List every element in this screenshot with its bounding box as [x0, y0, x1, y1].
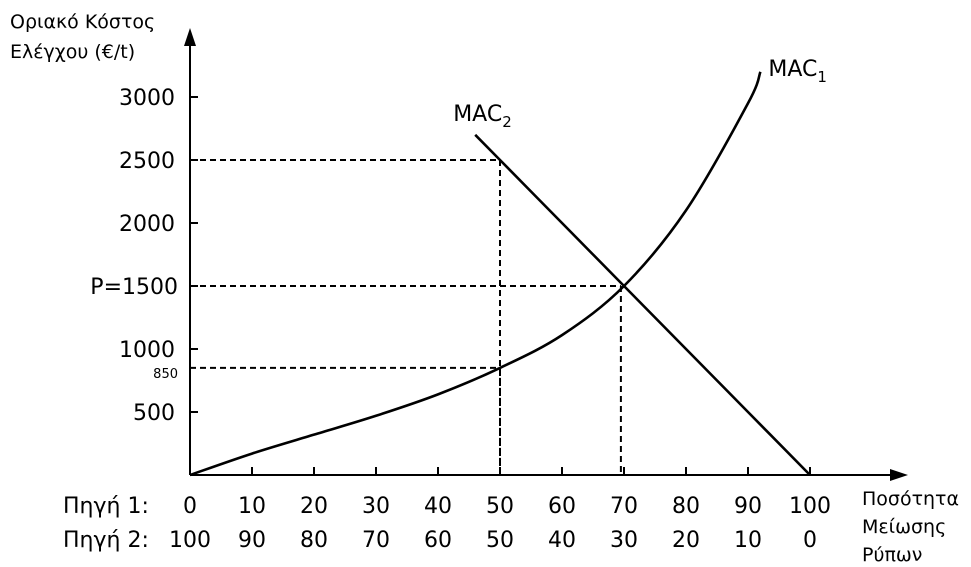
y-axis-label-line-2: Ελέγχου (€/t) — [10, 41, 135, 63]
source-1-row-label: Πηγή 1: — [63, 494, 149, 519]
y-axis-label-line-1: Οριακό Κόστος — [10, 11, 155, 33]
curve-mac-2 — [474, 133, 811, 476]
x-tick-label-source-2: 30 — [610, 528, 638, 553]
x-tick-label-source-1: 40 — [424, 494, 452, 519]
source-2-row-label: Πηγή 2: — [63, 528, 149, 553]
x-tick-label-source-1: 50 — [486, 494, 514, 519]
y-tick-label: 2000 — [119, 212, 175, 237]
curve-label-mac-2: MAC2 — [453, 102, 512, 131]
curve-mac-1 — [189, 71, 762, 477]
x-tick-label-source-2: 20 — [672, 528, 700, 553]
x-tick-label-source-2: 10 — [734, 528, 762, 553]
curve-label-subscript: 1 — [817, 68, 827, 86]
x-tick-label-source-1: 0 — [183, 494, 197, 519]
x-tick-label-source-2: 70 — [362, 528, 390, 553]
curve-label-name: MAC — [768, 57, 817, 82]
y-tick-label: 1000 — [119, 338, 175, 363]
x-tick-label-source-1: 100 — [789, 494, 831, 519]
x-tick-label-source-2: 90 — [238, 528, 266, 553]
x-tick-label-source-1: 10 — [238, 494, 266, 519]
x-tick-label-source-2: 40 — [548, 528, 576, 553]
x-tick-label-source-1: 90 — [734, 494, 762, 519]
x-axis-label-line-1: Ποσότητα — [862, 488, 959, 510]
x-tick-label-source-1: 20 — [300, 494, 328, 519]
y-tick-label: 500 — [133, 401, 175, 426]
x-tick-label-source-1: 60 — [548, 494, 576, 519]
curve-label-mac-1: MAC1 — [768, 57, 827, 86]
x-tick-label-source-2: 50 — [486, 528, 514, 553]
y-tick-label: 2500 — [119, 149, 175, 174]
curve-label-name: MAC — [453, 102, 502, 127]
x-tick-label-source-2: 60 — [424, 528, 452, 553]
x-tick-label-source-1: 80 — [672, 494, 700, 519]
y-axis-arrow — [184, 28, 196, 46]
ticks: 5001000200025003000P=1500850010010902080… — [90, 86, 831, 553]
curve-label-subscript: 2 — [502, 113, 512, 131]
x-axis-arrow — [890, 469, 908, 481]
reference-lines — [190, 159, 622, 475]
axes — [184, 28, 908, 481]
x-tick-label-source-1: 70 — [610, 494, 638, 519]
price-tick-label: P=1500 — [90, 275, 178, 300]
x-tick-label-source-2: 80 — [300, 528, 328, 553]
x-axis-label-line-2: Μείωσης — [862, 516, 946, 538]
x-tick-label-source-1: 30 — [362, 494, 390, 519]
x-tick-label-source-2: 0 — [803, 528, 817, 553]
y-tick-label: 3000 — [119, 86, 175, 111]
x-tick-label-source-2: 100 — [169, 528, 211, 553]
x-axis-label-line-3: Ρύπων — [862, 544, 922, 566]
small-tick-label: 850 — [153, 367, 178, 382]
